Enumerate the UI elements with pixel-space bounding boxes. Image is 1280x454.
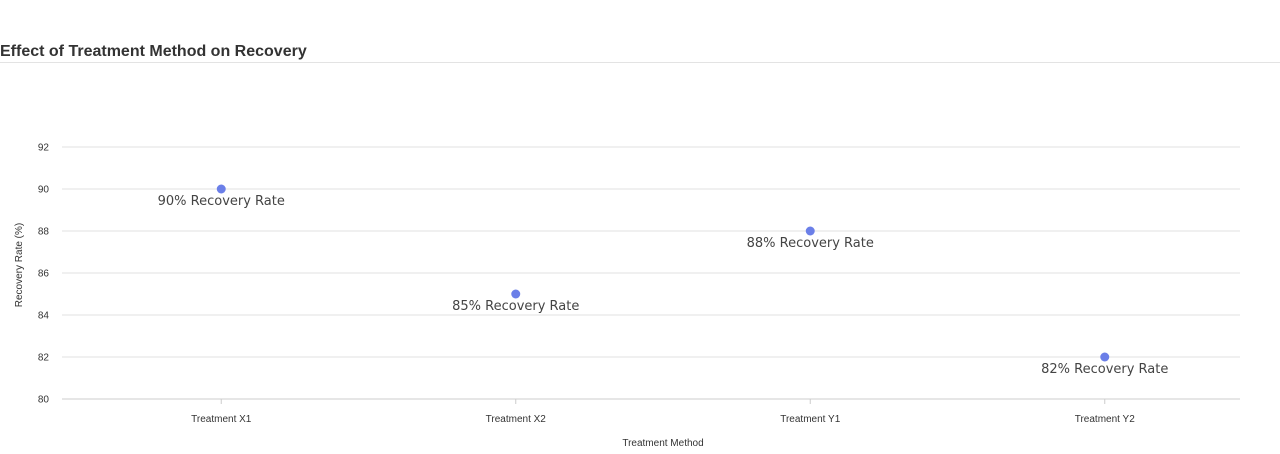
grid-lines xyxy=(62,146,1240,400)
x-tick-label: Treatment Y2 xyxy=(1075,414,1135,425)
x-tick-label: Treatment X2 xyxy=(486,414,547,425)
chart-title: Effect of Treatment Method on Recovery xyxy=(0,43,307,60)
chart-header: Effect of Treatment Method on Recovery xyxy=(0,0,1280,63)
y-tick-label: 82 xyxy=(38,353,50,364)
x-axis-title: Treatment Method xyxy=(622,438,703,449)
data-label: 85% Recovery Rate xyxy=(452,299,579,314)
data-point[interactable] xyxy=(805,226,815,236)
data-label: 82% Recovery Rate xyxy=(1041,362,1168,377)
data-point[interactable] xyxy=(216,184,226,194)
data-points xyxy=(216,184,1110,362)
y-tick-label: 90 xyxy=(38,185,50,196)
x-tick-label: Treatment X1 xyxy=(191,414,252,425)
data-label: 90% Recovery Rate xyxy=(158,194,285,209)
y-tick-label: 86 xyxy=(38,269,50,280)
data-labels: 90% Recovery Rate 85% Recovery Rate 88% Re… xyxy=(158,194,1169,377)
y-tick-label: 84 xyxy=(38,311,50,322)
y-tick-label: 88 xyxy=(38,227,50,238)
data-label: 88% Recovery Rate xyxy=(747,236,874,251)
y-tick-label: 80 xyxy=(38,395,50,406)
data-point[interactable] xyxy=(1100,352,1110,362)
x-tick-label: Treatment Y1 xyxy=(780,414,840,425)
y-axis-title: Recovery Rate (%) xyxy=(14,223,25,307)
y-axis-ticks: 80 82 84 86 88 90 92 xyxy=(38,143,50,406)
data-point[interactable] xyxy=(511,289,521,299)
y-tick-label: 92 xyxy=(38,143,50,154)
x-axis-ticks: Treatment X1 Treatment X2 Treatment Y1 Trea… xyxy=(191,399,1135,425)
